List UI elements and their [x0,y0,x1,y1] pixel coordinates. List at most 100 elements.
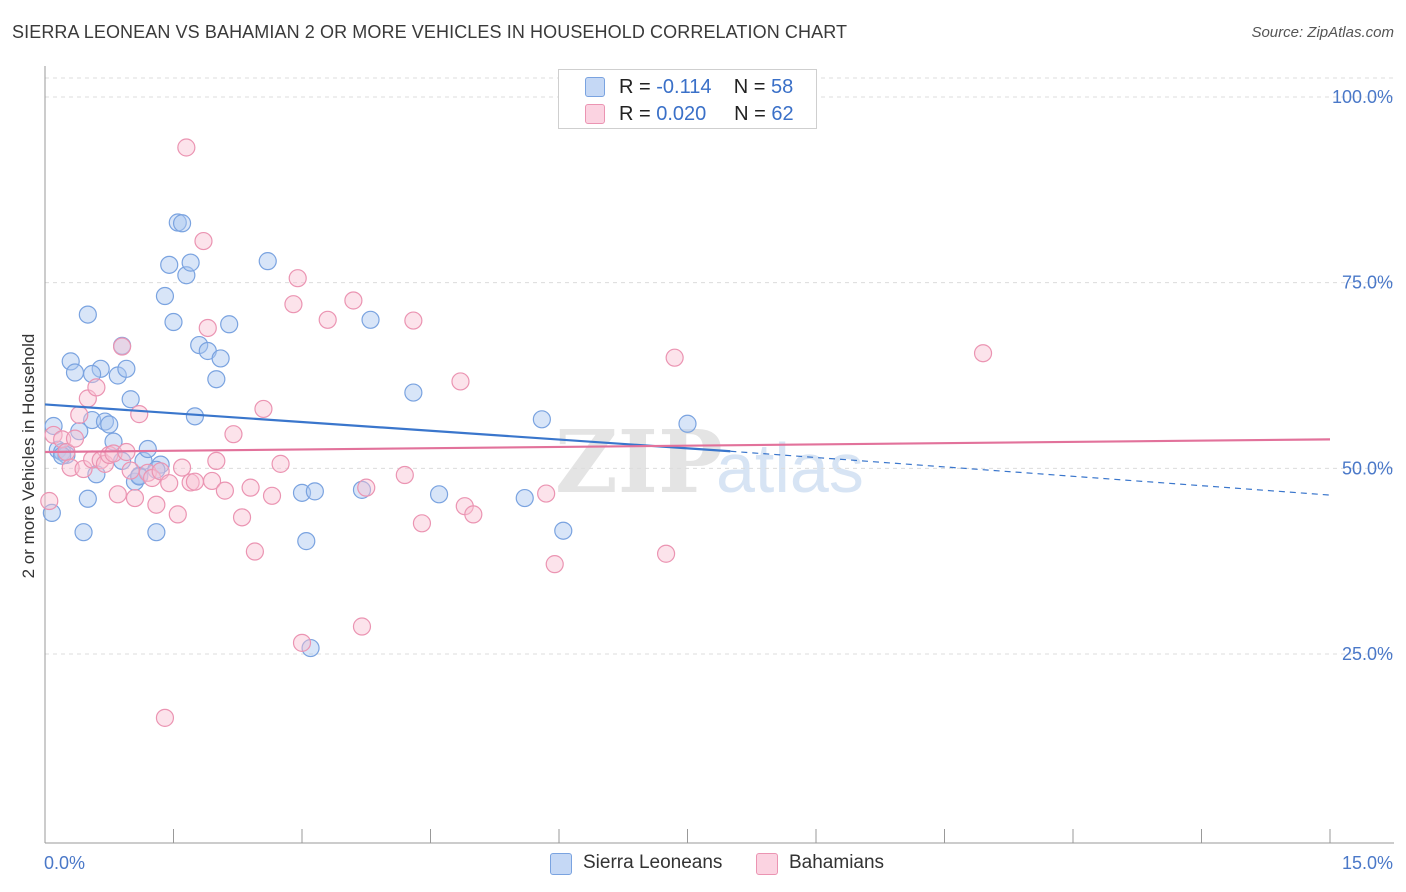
legend-swatch-pink [756,853,778,875]
bahamian-point [147,495,166,514]
trend-lines [44,403,1331,496]
bahamian-point [202,471,222,491]
bahamian-point [215,481,234,500]
y-tick-labels: 25.0% 50.0% 75.0% 100.0% [1332,87,1393,664]
legend-swatch-blue [585,77,605,97]
bahamian-point [973,344,993,363]
bahamian-point [344,291,363,310]
sierra-leonean-point [42,503,61,522]
bahamian-point [395,465,414,485]
bahamian-point [537,484,556,503]
bahamian-point [168,505,187,524]
bahamian-point [412,514,432,533]
bahamian-point [108,485,127,504]
bahamian-point [121,461,140,480]
bahamian-point [241,478,260,497]
sierra-leonean-point [185,407,205,426]
bahamian-point [292,633,312,652]
bahamian-point [44,425,63,445]
sierra-leonean-trend-extension [730,450,1331,496]
bahamian-point [254,399,273,419]
bahamian-point [160,474,179,493]
sierra-leonean-point [361,310,380,329]
bahamian-point [404,311,423,330]
bahamian-point [245,542,264,561]
x-tick-label: 0.0% [44,853,85,873]
sierra-leonean-point [147,523,166,542]
bahamian-point [70,405,89,424]
x-tick-labels: 0.0% 15.0% [44,853,1393,873]
bahamian-point [130,405,149,424]
sierra-leonean-point [532,410,551,429]
sierra-leonean-point [404,383,423,402]
legend-r-label: R = [619,76,651,98]
sierra-leonean-point [181,253,200,272]
y-tick-label: 25.0% [1342,644,1393,664]
bahamian-point [194,231,213,251]
sierra-leonean-point [297,532,316,551]
sierra-leonean-point [305,482,324,501]
sierra-leonean-point [138,439,157,459]
legend-swatch-pink [585,104,605,124]
sierra-leonean-point [220,315,239,334]
bahamian-point [318,310,337,329]
sierra-leonean-point [164,312,183,332]
correlation-legend: R = -0.114 N = 58 R = 0.020 N = 62 [558,69,817,129]
bahamian-point [172,458,192,477]
watermark: ZIP atlas [555,412,864,513]
bahamian-point [87,378,106,397]
grid-lines [45,77,1394,655]
sierra-leonean-point [160,255,179,274]
legend-n-value: 62 [771,103,794,125]
y-axis-label: 2 or more Vehicles in Household [19,334,38,579]
source-credit: Source: ZipAtlas.com [1251,24,1394,41]
sierra-leonean-point [172,214,192,233]
y-tick-label: 75.0% [1342,273,1393,293]
sierra-leonean-point [78,489,97,508]
bahamian-point [125,488,145,508]
sierra-leonean-point [61,352,80,371]
bahamian-point [464,505,483,524]
legend-r-label: R = [619,103,651,125]
sierra-leonean-point [155,286,175,306]
bahamian-point [155,708,175,727]
legend-r-value: 0.020 [656,103,707,125]
sierra-leonean-point [78,305,97,324]
legend-n-value: 58 [770,76,794,98]
sierra-leonean-point [258,252,277,271]
chart-title: SIERRA LEONEAN VS BAHAMIAN 2 OR MORE VEH… [12,22,848,42]
legend-n-label: N = [734,103,766,125]
bahamian-point [177,138,196,157]
bahamian-point [288,269,307,288]
y-tick-label: 100.0% [1332,87,1393,107]
bahamian-point [352,617,372,636]
bahamian-point [224,425,243,444]
sierra-leonean-point [83,364,102,384]
bahamian-trend-line [44,438,1331,454]
x-tick-label: 15.0% [1342,853,1393,873]
bahamian-point [545,555,564,574]
y-tick-label: 50.0% [1342,458,1393,478]
data-points [40,138,993,727]
legend-swatch-blue [550,853,572,875]
axes [44,66,1394,844]
bahamian-point [40,491,59,511]
sierra-leonean-point [117,359,136,378]
legend-label: Sierra Leoneans [583,852,723,873]
legend-r-value: -0.114 [656,76,712,98]
bahamian-point [451,372,470,391]
bahamian-point [656,544,676,563]
sierra-leonean-trend-line [44,403,731,453]
sierra-leonean-point [301,638,320,658]
legend-label: Bahamians [789,852,885,873]
bahamian-point [284,295,303,314]
sierra-leonean-point [211,349,230,368]
bahamian-point [665,348,684,367]
watermark-zip: ZIP [555,412,723,513]
bahamian-point [198,318,217,338]
sierra-leonean-point [554,521,573,540]
sierra-leonean-point [121,390,140,409]
sierra-leonean-point [207,370,226,389]
bahamian-point [112,337,132,356]
